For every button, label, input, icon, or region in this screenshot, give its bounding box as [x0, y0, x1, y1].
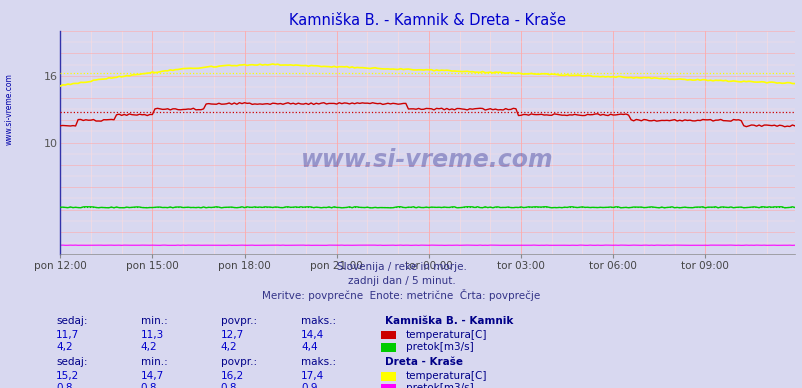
Text: 4,2: 4,2 — [221, 342, 237, 352]
Text: 15,2: 15,2 — [56, 371, 79, 381]
Text: 4,4: 4,4 — [301, 342, 318, 352]
Text: 14,7: 14,7 — [140, 371, 164, 381]
Text: Kamniška B. - Kamnik: Kamniška B. - Kamnik — [385, 316, 513, 326]
Text: maks.:: maks.: — [301, 316, 336, 326]
Text: 11,3: 11,3 — [140, 329, 164, 340]
Text: 0,9: 0,9 — [301, 383, 318, 388]
Text: 12,7: 12,7 — [221, 329, 244, 340]
Text: 0,8: 0,8 — [221, 383, 237, 388]
Text: 0,8: 0,8 — [140, 383, 157, 388]
Text: temperatura[C]: temperatura[C] — [405, 371, 486, 381]
Text: www.si-vreme.com: www.si-vreme.com — [301, 149, 553, 172]
Text: 16,2: 16,2 — [221, 371, 244, 381]
Text: Slovenija / reke in morje.: Slovenija / reke in morje. — [336, 262, 466, 272]
Text: povpr.:: povpr.: — [221, 357, 257, 367]
Title: Kamniška B. - Kamnik & Dreta - Kraše: Kamniška B. - Kamnik & Dreta - Kraše — [289, 14, 565, 28]
Text: Meritve: povprečne  Enote: metrične  Črta: povprečje: Meritve: povprečne Enote: metrične Črta:… — [262, 289, 540, 301]
Text: 4,2: 4,2 — [140, 342, 157, 352]
Text: zadnji dan / 5 minut.: zadnji dan / 5 minut. — [347, 276, 455, 286]
Text: povpr.:: povpr.: — [221, 316, 257, 326]
Text: 0,8: 0,8 — [56, 383, 73, 388]
Text: pretok[m3/s]: pretok[m3/s] — [405, 383, 472, 388]
Text: maks.:: maks.: — [301, 357, 336, 367]
Text: sedaj:: sedaj: — [56, 357, 87, 367]
Text: 4,2: 4,2 — [56, 342, 73, 352]
Text: 11,7: 11,7 — [56, 329, 79, 340]
Text: 17,4: 17,4 — [301, 371, 324, 381]
Text: 14,4: 14,4 — [301, 329, 324, 340]
Text: min.:: min.: — [140, 357, 167, 367]
Text: Dreta - Kraše: Dreta - Kraše — [385, 357, 463, 367]
Text: min.:: min.: — [140, 316, 167, 326]
Text: www.si-vreme.com: www.si-vreme.com — [5, 73, 14, 145]
Text: temperatura[C]: temperatura[C] — [405, 329, 486, 340]
Text: sedaj:: sedaj: — [56, 316, 87, 326]
Text: pretok[m3/s]: pretok[m3/s] — [405, 342, 472, 352]
